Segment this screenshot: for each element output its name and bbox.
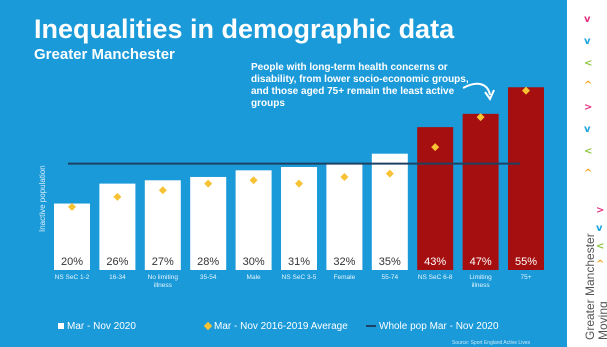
bar-value-label: 27% [152, 256, 174, 268]
bar-value-label: 35% [379, 256, 401, 268]
category-label: 75+ [520, 274, 531, 281]
bar [508, 87, 544, 271]
legend-item-bars: Mar - Nov 2020 [58, 321, 136, 332]
brand-chevron-icon: < [596, 241, 605, 252]
bar-value-label: 30% [243, 256, 265, 268]
brand-chevron-icon: v [584, 36, 591, 47]
brand-chevron-icon: < [584, 146, 593, 157]
bar [462, 113, 499, 270]
bar-value-label: 43% [424, 256, 446, 268]
average-point [249, 176, 258, 185]
source-note: Source: Sport England Active Lives [452, 340, 531, 346]
brand-chevron-icon: < [584, 58, 593, 69]
average-point [295, 179, 303, 188]
legend-label: Whole pop Mar - Nov 2020 [379, 321, 499, 332]
category-label: Limiting [469, 274, 492, 281]
average-point [158, 186, 167, 195]
bar [326, 163, 363, 270]
category-label: 55-74 [381, 274, 398, 281]
category-label: illness [154, 282, 173, 289]
bar [235, 170, 272, 270]
legend-square-icon [58, 323, 64, 330]
bar-value-label: 47% [470, 256, 492, 268]
average-point [68, 202, 76, 211]
bar-value-label: 26% [106, 256, 128, 268]
annotation-arrow [462, 82, 491, 96]
category-label: Female [334, 274, 356, 281]
bar-value-label: 31% [288, 256, 310, 268]
bar-value-label: 28% [197, 256, 219, 268]
category-label: NS SeC 1-2 [55, 274, 90, 281]
legend-diamond-icon [203, 322, 213, 331]
average-point [431, 143, 440, 152]
brand-chevron-icon: v [596, 223, 603, 234]
brand-chevron-icon: ^ [584, 80, 593, 91]
chart-panel: Inequalities in demographic data Greater… [0, 0, 567, 347]
category-label: No limiting [148, 274, 179, 281]
y-axis-label: Inactive population [38, 165, 47, 232]
chart-subtitle: Greater Manchester [34, 46, 175, 63]
average-point [204, 179, 213, 188]
bar [190, 176, 227, 270]
bar-value-label: 55% [515, 256, 537, 268]
bar [144, 180, 181, 270]
bar-value-label: 20% [61, 256, 83, 268]
legend-label: Mar - Nov 2020 [67, 321, 136, 332]
annotation-text: People with long-term health concerns or… [251, 62, 469, 109]
category-label: NS SeC 6-8 [418, 274, 453, 281]
bar-value-label: 32% [333, 256, 355, 268]
brand-strip [567, 0, 607, 347]
brand-chevron-icon: ^ [584, 168, 593, 179]
legend-line-icon [366, 325, 376, 328]
average-point [113, 192, 122, 201]
brand-chevron-icon: ^ [596, 259, 605, 270]
average-point [340, 172, 349, 181]
legend-item-average: Mar - Nov 2016-2019 Average [203, 321, 348, 332]
category-label: NS SeC 3-5 [282, 274, 317, 281]
category-label: Male [247, 274, 261, 281]
brand-chevron-icon: v [584, 14, 591, 25]
category-label: 16-34 [109, 274, 126, 281]
average-point [385, 169, 394, 178]
legend-item-whole-pop: Whole pop Mar - Nov 2020 [366, 321, 499, 332]
bar-chart: 20% 26% 27% 28% 30% 31% 32% 35% 43% 47% 55% NS SeC… [54, 82, 544, 289]
legend-label: Mar - Nov 2016-2019 Average [214, 321, 348, 332]
category-label: illness [472, 282, 491, 289]
brand-chevron-icon: > [596, 205, 605, 216]
chart-title: Inequalities in demographic data [34, 14, 455, 44]
brand-chevron-icon: > [584, 102, 593, 113]
average-point [522, 86, 530, 95]
category-label: 35-54 [200, 274, 217, 281]
bar [54, 203, 90, 270]
brand-chevron-icon: v [584, 124, 591, 135]
average-point [476, 113, 485, 122]
annotation-arrowhead [484, 89, 495, 102]
